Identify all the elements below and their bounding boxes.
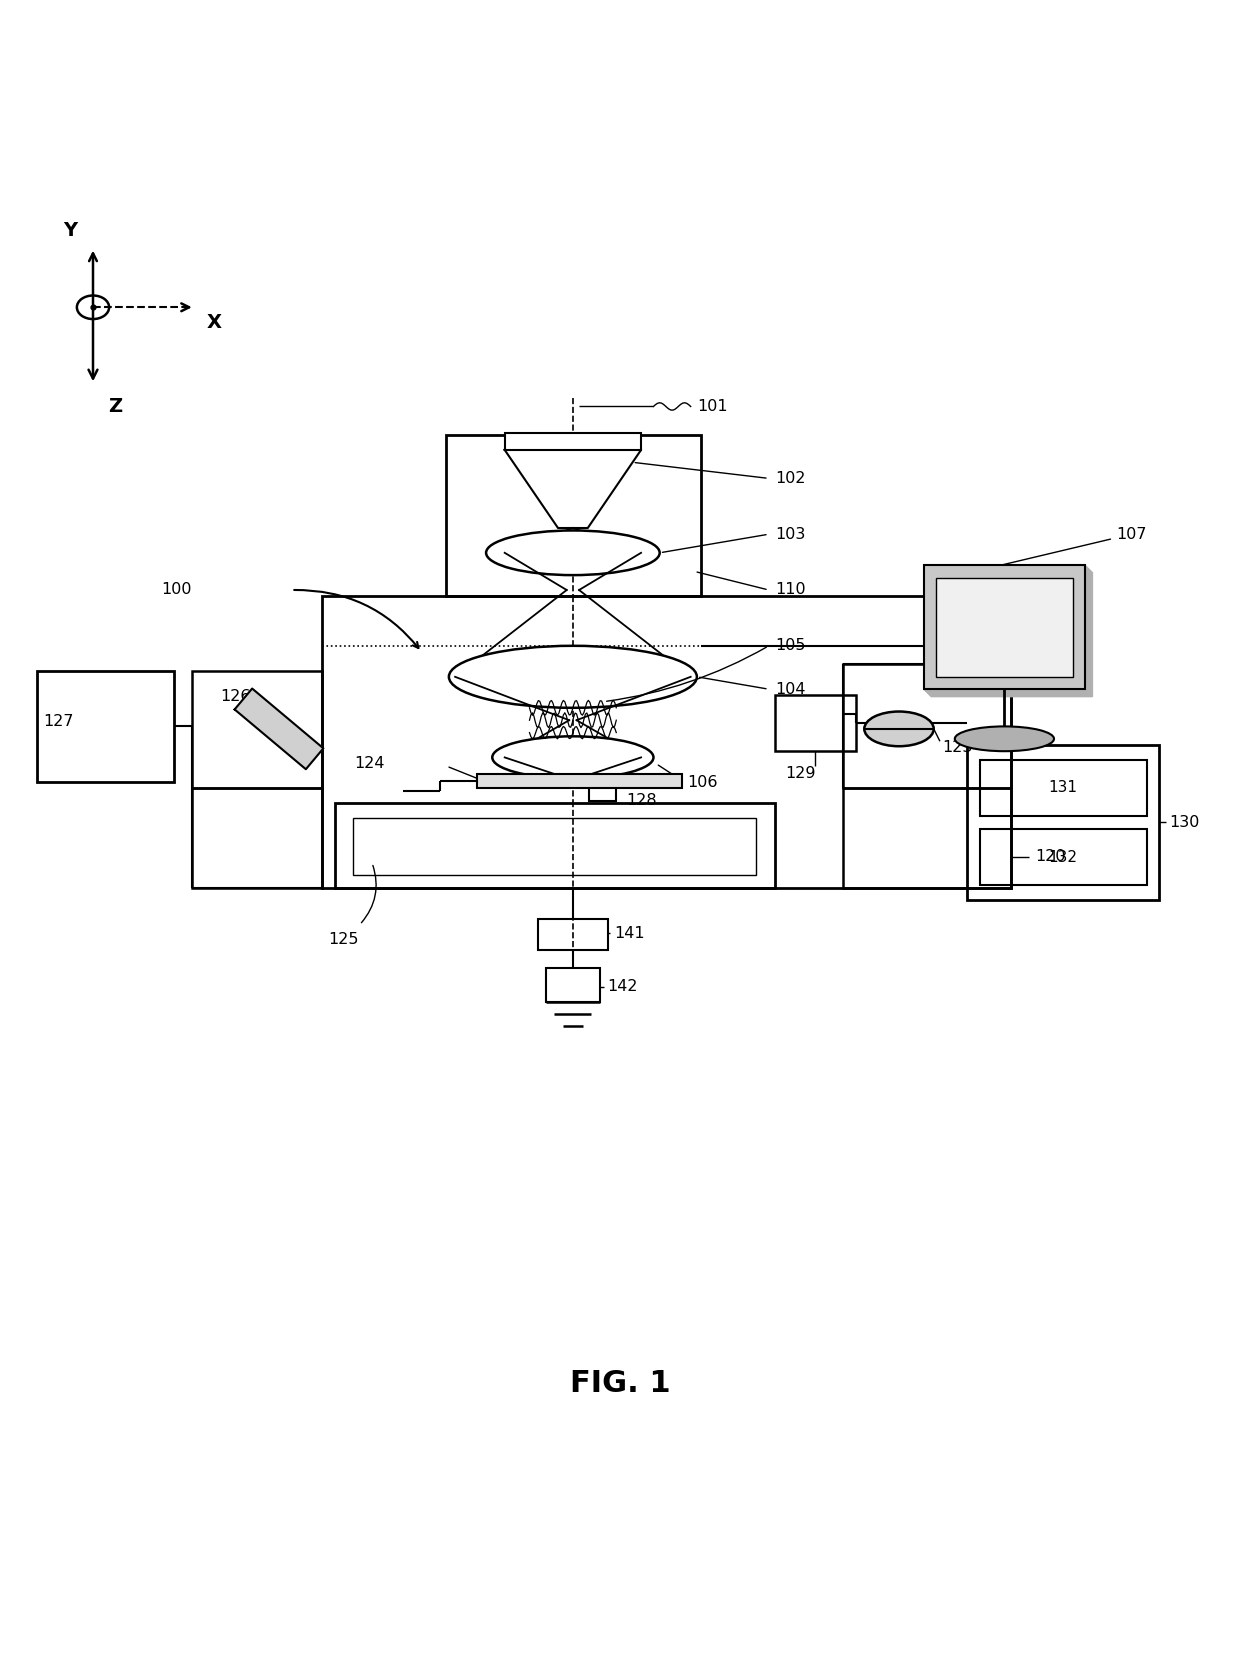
Ellipse shape bbox=[449, 645, 697, 707]
Text: 103: 103 bbox=[775, 526, 805, 541]
Bar bbox=[936, 578, 1073, 677]
Bar bbox=[775, 696, 856, 751]
Bar bbox=[322, 597, 1011, 888]
Text: 124: 124 bbox=[353, 756, 384, 771]
Text: 106: 106 bbox=[687, 774, 718, 789]
Text: 120: 120 bbox=[1035, 850, 1066, 865]
Text: 125: 125 bbox=[329, 932, 360, 947]
Bar bbox=[37, 670, 174, 783]
Bar bbox=[335, 803, 775, 888]
Bar bbox=[589, 766, 616, 801]
Text: 101: 101 bbox=[697, 399, 728, 414]
Text: 131: 131 bbox=[1049, 781, 1078, 796]
Text: 105: 105 bbox=[775, 639, 806, 654]
Bar bbox=[192, 670, 322, 788]
Bar bbox=[967, 746, 1159, 900]
Bar bbox=[924, 565, 1085, 689]
Text: Y: Y bbox=[63, 221, 78, 240]
Polygon shape bbox=[234, 689, 324, 769]
Ellipse shape bbox=[486, 531, 660, 575]
Text: 141: 141 bbox=[614, 925, 645, 940]
Ellipse shape bbox=[864, 712, 934, 746]
Bar bbox=[477, 774, 682, 788]
Text: 107: 107 bbox=[951, 526, 1147, 577]
Polygon shape bbox=[505, 449, 641, 528]
Text: 142: 142 bbox=[608, 979, 639, 994]
Bar bbox=[446, 436, 701, 597]
Text: 123: 123 bbox=[942, 741, 972, 754]
Bar bbox=[353, 818, 756, 875]
Text: 104: 104 bbox=[775, 682, 806, 697]
Polygon shape bbox=[1085, 565, 1092, 697]
Bar bbox=[843, 788, 1011, 888]
Bar bbox=[192, 788, 322, 888]
Bar bbox=[980, 759, 1147, 816]
Bar bbox=[546, 969, 600, 1002]
Text: 127: 127 bbox=[43, 714, 74, 729]
Polygon shape bbox=[924, 689, 1092, 697]
Text: 129: 129 bbox=[785, 766, 816, 781]
Text: Z: Z bbox=[108, 397, 123, 416]
Text: 110: 110 bbox=[775, 583, 806, 598]
Text: FIG. 1: FIG. 1 bbox=[569, 1369, 671, 1398]
Text: 130: 130 bbox=[1169, 815, 1199, 830]
Text: 100: 100 bbox=[161, 583, 192, 598]
Text: X: X bbox=[207, 313, 222, 332]
Ellipse shape bbox=[955, 726, 1054, 751]
Bar bbox=[505, 432, 641, 449]
Text: 102: 102 bbox=[775, 471, 806, 486]
Bar bbox=[538, 918, 608, 950]
Ellipse shape bbox=[492, 736, 653, 778]
Text: 132: 132 bbox=[1049, 850, 1078, 865]
Text: 126: 126 bbox=[221, 689, 252, 704]
Text: 128: 128 bbox=[626, 793, 657, 808]
Bar bbox=[843, 664, 1011, 788]
Bar bbox=[980, 830, 1147, 885]
